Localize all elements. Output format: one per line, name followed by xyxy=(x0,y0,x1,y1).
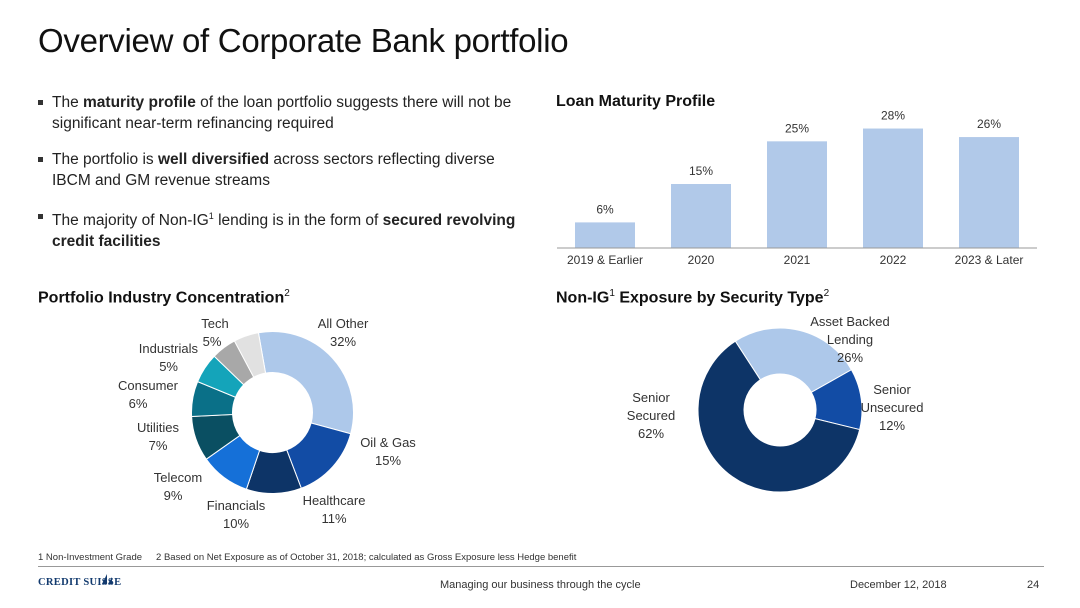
bullet-bold-text: maturity profile xyxy=(83,94,196,111)
bullet-text: The portfolio is xyxy=(52,151,158,168)
bullet-bold-text: well diversified xyxy=(157,151,270,168)
label-industrials: Industrials 5% xyxy=(138,341,198,374)
x-tick-label: 2019 & Earlier xyxy=(567,253,643,267)
bullet-bold-text: secured revolving credit facilities xyxy=(52,212,516,251)
bar-value-label: 28% xyxy=(881,109,905,123)
label-senior-secured: Senior Secured 62% xyxy=(626,390,676,441)
label-consumer: Consumer 6% xyxy=(118,378,178,411)
bullet-text: The majority of Non-IG xyxy=(52,212,209,230)
industry-donut-chart xyxy=(191,331,354,494)
footnote-1: 1 Non-Investment Grade xyxy=(38,552,143,563)
bullet-maturity: The maturity profile of the loan portfol… xyxy=(36,92,526,134)
footer-date: December 12, 2018 xyxy=(850,579,947,591)
maturity-bar-chart: 6% 2019 & Earlier 15% 2020 25% 2021 28% 2022 26%… xyxy=(557,109,1037,267)
label-utilities: Utilities 7% xyxy=(137,420,179,453)
x-tick-label: 2020 xyxy=(688,253,715,267)
bullet-text: lending is in the form of xyxy=(213,212,383,230)
footer-tagline: Managing our business through the cycle xyxy=(440,579,641,591)
footnote-2: 2 Based on Net Exposure as of October 31… xyxy=(156,552,577,563)
bar-2019 & Earlier xyxy=(575,222,635,248)
label-tech: Tech 5% xyxy=(201,316,229,349)
slice-all-other xyxy=(257,331,354,435)
x-tick-label: 2023 & Later xyxy=(955,253,1024,267)
security-donut-chart xyxy=(697,327,863,493)
label-senior-unsecured: Senior Unsecured 12% xyxy=(860,382,924,433)
bullet-square-icon xyxy=(38,157,43,162)
bullet-square-icon xyxy=(38,100,43,105)
x-tick-label: 2022 xyxy=(880,253,907,267)
credit-suisse-logo: CREDIT SUISSE xyxy=(38,577,122,588)
key-points-list: The maturity profile of the loan portfol… xyxy=(36,92,526,267)
bar-value-label: 6% xyxy=(596,202,614,216)
footnotes: 1 Non-Investment Grade 2 Based on Net Exp… xyxy=(38,552,590,563)
bar-2023 & Later xyxy=(959,137,1019,248)
bar-value-label: 25% xyxy=(785,121,809,135)
slice-senior-secured xyxy=(697,340,861,493)
label-oil-gas: Oil & Gas 15% xyxy=(360,435,416,468)
x-tick-label: 2021 xyxy=(784,253,811,267)
bullet-text: across sectors reflecting diverse IBCM a… xyxy=(52,151,495,189)
bullet-text: of the loan portfolio suggests there wil… xyxy=(52,94,512,132)
bar-value-label: 26% xyxy=(977,117,1001,131)
bullet-square-icon xyxy=(38,214,43,219)
bar-value-label: 15% xyxy=(689,164,713,178)
bar-2021 xyxy=(767,141,827,248)
bullet-secured: The majority of Non-IG1 lending is in th… xyxy=(36,206,526,252)
slice-tech xyxy=(233,332,267,378)
footer-divider xyxy=(38,566,1044,567)
label-all-other: All Other 32% xyxy=(317,316,369,349)
bullet-diversified: The portfolio is well diversified across… xyxy=(36,149,526,191)
page-number: 24 xyxy=(1027,579,1040,591)
label-telecom: Telecom 9% xyxy=(153,470,203,503)
security-chart-title: Non-IG1 Exposure by Security Type2 xyxy=(556,288,830,307)
page-title: Overview of Corporate Bank portfolio xyxy=(38,22,569,59)
label-healthcare: Healthcare 11% xyxy=(302,493,366,526)
slice-asset-backed-lending xyxy=(734,327,853,394)
industry-chart-title: Portfolio Industry Concentration2 xyxy=(38,288,290,307)
label-asset-backed-lending: Asset Backed Lending 26% xyxy=(810,314,890,365)
maturity-chart-title: Loan Maturity Profile xyxy=(556,93,716,110)
bullet-text: The xyxy=(52,94,84,111)
label-financials: Financials 10% xyxy=(206,498,266,531)
bar-2022 xyxy=(863,128,923,248)
bar-2020 xyxy=(671,184,731,248)
sails-logo-icon xyxy=(102,574,112,584)
footnote-marker: 1 xyxy=(208,211,214,221)
